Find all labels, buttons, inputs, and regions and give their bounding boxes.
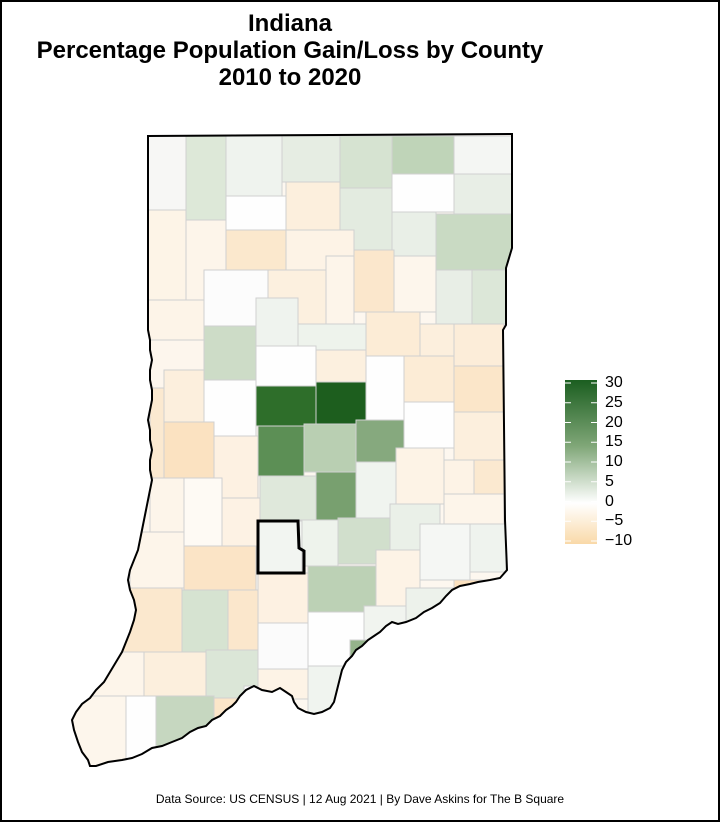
county-lake bbox=[147, 135, 187, 211]
county-parke bbox=[163, 421, 215, 479]
county-huntington bbox=[393, 255, 437, 313]
county-fountain bbox=[163, 369, 205, 423]
county-posey bbox=[72, 695, 127, 766]
county-hendricks bbox=[257, 425, 305, 477]
county-ripley bbox=[419, 523, 471, 581]
county-laporte bbox=[225, 135, 283, 197]
county-grant bbox=[365, 311, 421, 357]
county-marshall bbox=[285, 181, 341, 231]
legend-tick-label: 15 bbox=[605, 433, 623, 451]
county-clinton bbox=[255, 345, 317, 387]
title-line-3: 2010 to 2020 bbox=[218, 64, 362, 91]
legend-tick-label: −5 bbox=[605, 512, 624, 530]
county-clay bbox=[183, 477, 223, 547]
legend-color-bar bbox=[565, 380, 597, 544]
county-wayne bbox=[453, 411, 505, 461]
county-boone bbox=[255, 385, 317, 427]
county-marion bbox=[303, 423, 357, 473]
county-knox bbox=[119, 587, 183, 653]
county-st-joseph bbox=[281, 135, 341, 183]
county-floyd bbox=[343, 663, 375, 705]
county-benton bbox=[147, 299, 205, 341]
county-starke bbox=[225, 195, 287, 231]
county-gibson bbox=[72, 651, 145, 697]
county-perry bbox=[243, 685, 289, 727]
county-lawrence bbox=[257, 572, 309, 624]
county-porter bbox=[185, 135, 227, 221]
county-orange bbox=[257, 622, 309, 670]
county-washington bbox=[307, 611, 365, 667]
county-owen bbox=[221, 497, 261, 547]
legend-tick-label: 25 bbox=[605, 393, 623, 411]
county-elkhart bbox=[339, 135, 393, 189]
county-daviess bbox=[181, 589, 229, 653]
county-wabash bbox=[353, 249, 395, 313]
legend-tick-label: −10 bbox=[605, 532, 633, 549]
indiana-state-outline bbox=[70, 132, 513, 767]
county-crawford bbox=[257, 668, 309, 700]
county-randolph bbox=[453, 365, 505, 413]
county-madison bbox=[365, 355, 405, 421]
county-whitley bbox=[391, 211, 437, 257]
county-morgan bbox=[259, 475, 317, 521]
county-lagrange bbox=[391, 135, 455, 175]
title-line-2: Percentage Population Gain/Loss by Count… bbox=[36, 37, 544, 64]
county-union bbox=[473, 459, 505, 495]
county-hamilton bbox=[315, 381, 367, 425]
county-pulaski bbox=[225, 229, 287, 271]
county-putnam bbox=[213, 435, 259, 499]
county-pike bbox=[143, 651, 207, 697]
county-dekalb bbox=[453, 173, 512, 215]
county-wells bbox=[435, 269, 473, 325]
county-jay bbox=[453, 323, 505, 367]
county-miami bbox=[325, 255, 355, 325]
map-title: Indiana Percentage Population Gain/Loss … bbox=[0, 10, 580, 91]
county-brown bbox=[301, 519, 339, 567]
county-franklin bbox=[443, 493, 505, 525]
legend-tick-label: 5 bbox=[605, 472, 614, 490]
county-allen bbox=[435, 213, 512, 271]
county-noble bbox=[391, 173, 455, 213]
county-steuben bbox=[453, 135, 512, 175]
county-johnson bbox=[315, 471, 357, 521]
county-greene bbox=[183, 545, 257, 591]
county-tipton bbox=[315, 349, 367, 383]
county-vanderburgh bbox=[125, 695, 157, 763]
county-jackson bbox=[307, 565, 377, 613]
legend-tick-label: 0 bbox=[605, 492, 614, 510]
county-sullivan bbox=[129, 531, 185, 589]
county-tippecanoe bbox=[203, 325, 257, 381]
county-rush bbox=[395, 447, 445, 505]
county-fills bbox=[72, 134, 512, 766]
county-monroe bbox=[257, 520, 303, 574]
title-line-1: Indiana bbox=[247, 10, 332, 37]
county-fayette bbox=[443, 459, 475, 495]
county-newton bbox=[147, 209, 187, 301]
county-blackford bbox=[419, 323, 455, 357]
county-dubois bbox=[205, 649, 259, 699]
legend-tick-label: 10 bbox=[605, 453, 623, 470]
monroe-county-highlight bbox=[256, 519, 306, 575]
data-source-caption: Data Source: US CENSUS | 12 Aug 2021 | B… bbox=[155, 792, 565, 806]
legend-tick-label: 20 bbox=[605, 413, 623, 431]
county-martin bbox=[227, 589, 259, 651]
county-carroll bbox=[255, 297, 299, 347]
color-legend: 30 25 20 15 10 5 0 −5 −10 bbox=[565, 375, 665, 550]
county-vigo bbox=[149, 477, 185, 533]
county-henry bbox=[403, 401, 455, 449]
county-delaware bbox=[403, 355, 455, 403]
legend-tick-label: 30 bbox=[605, 374, 623, 391]
county-dearborn bbox=[469, 523, 507, 573]
county-warrick bbox=[155, 695, 215, 749]
